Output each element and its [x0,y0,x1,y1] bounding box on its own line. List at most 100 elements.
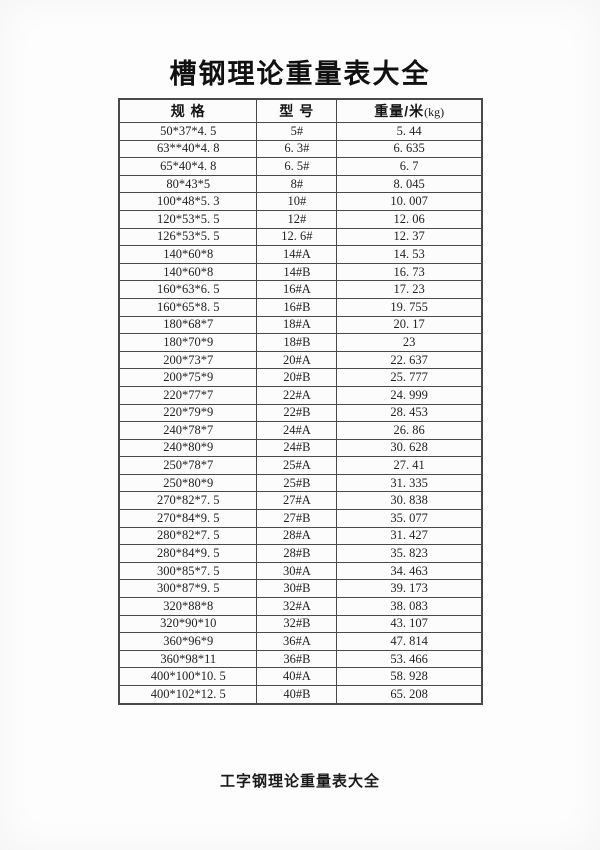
table-cell: 40#B [256,684,338,705]
table-cell: 280*82*7. 5 [118,526,258,546]
table-row: 180*68*7 18#A 20. 17 [118,315,483,335]
table-cell: 65. 208 [336,684,483,705]
table-row: 126*53*5. 5 12. 6# 12. 37 [118,227,483,247]
table-cell: 39. 173 [336,579,483,599]
table-row: 140*60*8 14#A 14. 53 [118,245,483,264]
table-cell: 24#A [256,421,338,440]
table-cell: 120*53*5. 5 [118,209,258,229]
table-cell: 16. 73 [336,262,483,282]
table-row: 100*48*5. 3 10# 10. 007 [118,192,483,211]
table-cell: 36#A [256,632,338,651]
table-cell: 31. 427 [336,526,483,546]
table-cell: 20. 17 [336,315,483,335]
table-row: 240*80*9 24#B 30. 628 [118,438,483,458]
table-cell: 23 [336,333,483,352]
table-cell: 6. 7 [336,157,483,176]
table-cell: 10. 007 [336,192,483,211]
table-cell: 38. 083 [336,597,483,616]
table-cell: 300*87*9. 5 [118,579,258,599]
table-row: 80*43*5 8# 8. 045 [118,174,483,194]
table-cell: 18#A [256,315,338,335]
table-cell: 10# [256,192,338,211]
table-cell: 12. 6# [256,227,338,247]
table-row: 220*79*9 22#B 28. 453 [118,403,483,423]
table-cell: 14#A [256,245,338,264]
table-cell: 16#B [256,297,338,317]
table-cell: 8. 045 [336,174,483,194]
table-cell: 25#A [256,456,338,475]
table-cell: 12. 37 [336,227,483,247]
table-row: 220*77*7 22#A 24. 999 [118,385,483,405]
table-cell: 43. 107 [336,614,483,634]
table-cell: 22. 637 [336,350,483,370]
table-row: 280*84*9. 5 28#B 35. 823 [118,544,483,563]
table-cell: 80*43*5 [118,174,258,194]
table-cell: 140*60*8 [118,262,258,282]
table-cell: 270*82*7. 5 [118,491,258,511]
table-row: 400*102*12. 5 40#B 65. 208 [118,684,483,705]
table-cell: 400*100*10. 5 [118,667,258,686]
table-cell: 27#A [256,491,338,511]
table-row: 320*90*10 32#B 43. 107 [118,614,483,634]
table-cell: 200*75*9 [118,368,258,387]
table-cell: 35. 077 [336,509,483,528]
table-row: 65*40*4. 8 6. 5# 6. 7 [118,157,483,176]
table-cell: 250*78*7 [118,456,258,475]
table-cell: 12# [256,209,338,229]
table-cell: 8# [256,174,338,194]
table-header-row: 规 格 型 号 重量/米(kg) [118,98,483,123]
table-cell: 25. 777 [336,368,483,387]
table-row: 300*85*7. 5 30#A 34. 463 [118,561,483,581]
table-row: 200*73*7 20#A 22. 637 [118,350,483,370]
table-cell: 320*88*8 [118,597,258,616]
table-row: 120*53*5. 5 12# 12. 06 [118,209,483,229]
table-cell: 20#B [256,368,338,387]
table-cell: 270*84*9. 5 [118,509,258,528]
table-row: 160*63*6. 5 16#A 17. 23 [118,280,483,299]
channel-steel-weight-table: 规 格 型 号 重量/米(kg) 50*37*4. 5 5# 5. 44 63**40… [118,98,483,705]
table-cell: 19. 755 [336,297,483,317]
table-cell: 31. 335 [336,473,483,493]
table-cell: 320*90*10 [118,614,258,634]
table-cell: 34. 463 [336,561,483,581]
table-row: 160*65*8. 5 16#B 19. 755 [118,297,483,317]
table-cell: 160*65*8. 5 [118,297,258,317]
table-cell: 26. 86 [336,421,483,440]
table-cell: 20#A [256,350,338,370]
table-cell: 30. 628 [336,438,483,458]
table-cell: 36#B [256,649,338,669]
table-row: 50*37*4. 5 5# 5. 44 [118,122,483,141]
table-cell: 240*80*9 [118,438,258,458]
table-cell: 220*77*7 [118,385,258,405]
column-header-weight-unit: (kg) [424,105,445,119]
table-cell: 140*60*8 [118,245,258,264]
table-cell: 63**40*4. 8 [118,139,258,159]
table-row: 250*78*7 25#A 27. 41 [118,456,483,475]
page-title: 槽钢理论重量表大全 [169,59,431,89]
table-cell: 22#A [256,385,338,405]
table-cell: 6. 635 [336,139,483,159]
table-cell: 240*78*7 [118,421,258,440]
table-cell: 200*73*7 [118,350,258,370]
table-row: 360*98*11 36#B 53. 466 [118,649,483,669]
table-cell: 27#B [256,509,338,528]
table-cell: 28#A [256,526,338,546]
table-cell: 14. 53 [336,245,483,264]
table-cell: 18#B [256,333,338,352]
column-header-weight-label: 重量/米 [374,103,425,119]
table-row: 280*82*7. 5 28#A 31. 427 [118,526,483,546]
table-row: 240*78*7 24#A 26. 86 [118,421,483,440]
table-row: 300*87*9. 5 30#B 39. 173 [118,579,483,599]
footer-title: 工字钢理论重量表大全 [219,774,380,790]
table-cell: 17. 23 [336,280,483,299]
column-header-model: 型 号 [256,98,338,123]
table-cell: 28#B [256,544,338,563]
table-cell: 160*63*6. 5 [118,280,258,299]
table-cell: 30#B [256,579,338,599]
table-cell: 360*98*11 [118,649,258,669]
table-cell: 30#A [256,561,338,581]
table-cell: 50*37*4. 5 [118,122,258,141]
table-row: 270*84*9. 5 27#B 35. 077 [118,509,483,528]
table-cell: 300*85*7. 5 [118,561,258,581]
